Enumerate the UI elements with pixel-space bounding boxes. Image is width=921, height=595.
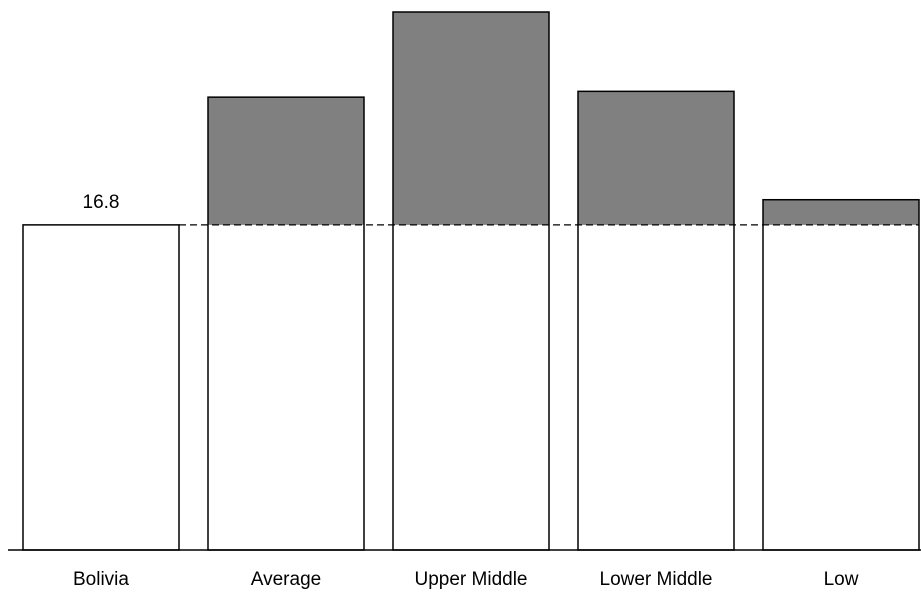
x-tick-label: Upper Middle <box>415 569 528 590</box>
bar-base <box>578 224 734 551</box>
bar-base <box>763 224 919 551</box>
bar-base <box>23 224 179 551</box>
bar-excess <box>763 199 919 225</box>
bar-excess <box>208 97 364 225</box>
bar-base <box>208 224 364 551</box>
bar-excess <box>578 91 734 225</box>
x-tick-label: Bolivia <box>73 569 129 590</box>
bar-base <box>393 224 549 551</box>
x-tick-label: Average <box>251 569 321 590</box>
x-tick-label: Low <box>824 569 859 590</box>
x-tick-label: Lower Middle <box>600 569 713 590</box>
bar-excess <box>393 12 549 225</box>
data-label: 16.8 <box>83 192 120 213</box>
